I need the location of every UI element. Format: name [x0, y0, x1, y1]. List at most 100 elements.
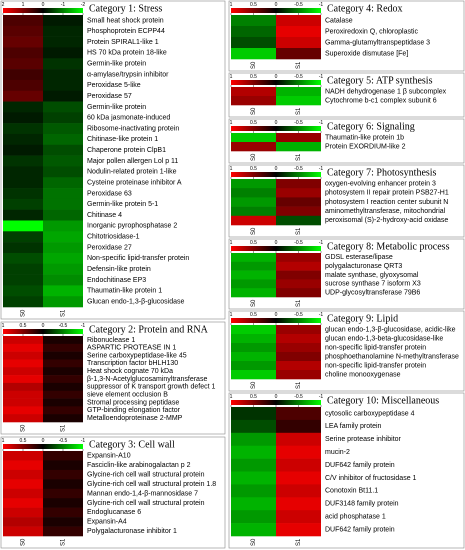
- heatmap-cell: [43, 398, 83, 407]
- row-label: choline monooxygenase: [325, 371, 401, 378]
- heatmap-cell: [43, 220, 83, 232]
- panel-border: [0, 321, 226, 435]
- column-label: S1: [296, 381, 302, 389]
- row-label: malate synthase, glyoxysomal: [325, 272, 419, 279]
- heatmap-cell: [231, 206, 276, 217]
- heatmap-cell: [43, 367, 83, 376]
- heatmap-cell: [231, 215, 276, 226]
- row-label: Expansin-A4: [87, 519, 127, 526]
- heatmap-cell: [231, 407, 276, 421]
- heatmap-cell: [43, 343, 83, 352]
- heatmap-cell: [43, 36, 83, 48]
- column-label: S0: [251, 538, 257, 546]
- heatmap-cell: [231, 48, 276, 60]
- row-label: Transcription factor bHLH130: [87, 360, 178, 367]
- heatmap-cell: [43, 479, 83, 490]
- row-label: Catalase: [325, 17, 353, 24]
- color-bar-tick-label: 2: [2, 2, 5, 8]
- row-label: Peroxidase 57: [87, 93, 132, 100]
- heatmap-cell: [43, 359, 83, 368]
- heatmap-cell: [231, 253, 276, 263]
- row-label: LEA family protein: [325, 423, 382, 430]
- heatmap-cell: [3, 507, 43, 518]
- row-label: photosystem I reaction center subunit N: [325, 199, 448, 206]
- color-bar-tick-label: -1: [319, 394, 324, 400]
- heatmap-cell: [3, 36, 43, 48]
- heatmap-cell: [43, 47, 83, 59]
- row-label: Germin-like protein: [87, 61, 146, 68]
- panel-title: Category 4: Redox: [327, 3, 403, 14]
- color-bar-tick-label: 0: [275, 74, 278, 80]
- heatmap-cell: [276, 142, 321, 152]
- color-bar-tick-label: 0.5: [250, 312, 257, 318]
- color-bar: [231, 400, 321, 405]
- panel-border: [0, 436, 226, 549]
- heatmap-cell: [43, 242, 83, 254]
- heatmap-cell: [43, 79, 83, 92]
- heatmap-cell: [231, 188, 276, 198]
- color-bar-tick-label: -1: [61, 2, 66, 8]
- color-bar: [231, 246, 321, 251]
- heatmap-cell: [3, 469, 43, 480]
- heatmap-cell: [43, 414, 83, 423]
- column-label: S0: [21, 309, 27, 317]
- heatmap-cell: [43, 296, 83, 308]
- heatmap-cell: [276, 334, 321, 344]
- heatmap-cell: [3, 263, 43, 275]
- heatmap-cell: [3, 79, 43, 92]
- heatmap-cell: [276, 361, 321, 371]
- panel-border: [228, 164, 465, 238]
- heatmap-cell: [3, 460, 43, 471]
- heatmap-cell: [276, 471, 321, 485]
- heatmap-cell: [43, 90, 83, 102]
- row-label: Protein SPIRAL1-like 1: [87, 39, 159, 46]
- color-bar-tick-label: 0.5: [250, 120, 257, 126]
- row-label: Glucan endo-1,3-β-glucosidase: [87, 298, 185, 305]
- heatmap-cell: [231, 325, 276, 335]
- row-label: peroxisomal (S)-2-hydroxy-acid oxidase: [325, 217, 448, 224]
- column-label: S1: [296, 538, 302, 546]
- heatmap-cell: [43, 274, 83, 286]
- heatmap-cell: [3, 274, 43, 286]
- color-bar: [231, 80, 321, 85]
- heatmap-cell: [43, 451, 83, 461]
- color-bar-tick-label: -0.5: [59, 438, 68, 444]
- row-label: acid phosphatase 1: [325, 513, 386, 520]
- color-bar-tick-label: -0.5: [59, 323, 68, 329]
- heatmap-cell: [43, 375, 83, 384]
- heatmap-cell: [3, 390, 43, 399]
- panel-border: [228, 118, 465, 164]
- panel-title: Category 9: Lipid: [327, 313, 398, 324]
- row-label: Ribonuclease 1: [87, 337, 135, 344]
- column-label: S0: [21, 538, 27, 546]
- heatmap-cell: [276, 253, 321, 263]
- heatmap-cell: [43, 58, 83, 70]
- row-label: Germin-like protein 5-1: [87, 201, 158, 208]
- heatmap-cell: [276, 270, 321, 280]
- heatmap-cell: [43, 285, 83, 297]
- column-label: S0: [251, 153, 257, 161]
- heatmap-cell: [3, 451, 43, 461]
- row-label: Glycine-rich cell wall structural protei…: [87, 481, 216, 488]
- heatmap-cell: [276, 343, 321, 353]
- row-label: ASPARTIC PROTEASE IN 1: [87, 345, 176, 352]
- heatmap-cell: [3, 375, 43, 384]
- heatmap-cell: [231, 87, 276, 97]
- row-label: Major pollen allergen Lol p 11: [87, 158, 178, 165]
- heatmap-cell: [3, 252, 43, 265]
- heatmap-cell: [3, 25, 43, 37]
- row-label: Mannan endo-1,4-β-mannosidase 7: [87, 490, 198, 497]
- heatmap-cell: [231, 419, 276, 434]
- heatmap-cell: [276, 15, 321, 27]
- color-bar-tick-label: 1: [230, 2, 233, 8]
- heatmap-cell: [43, 488, 83, 499]
- row-label: GDSL esterase/lipase: [325, 254, 393, 261]
- heatmap-cell: [43, 517, 83, 527]
- heatmap-cell: [276, 370, 321, 380]
- heatmap-cell: [276, 197, 321, 207]
- heatmap-cell: [231, 261, 276, 271]
- color-bar-tick-label: -1: [319, 120, 324, 126]
- heatmap-cell: [43, 166, 83, 178]
- column-label: S1: [296, 153, 302, 161]
- heatmap-cell: [3, 220, 43, 232]
